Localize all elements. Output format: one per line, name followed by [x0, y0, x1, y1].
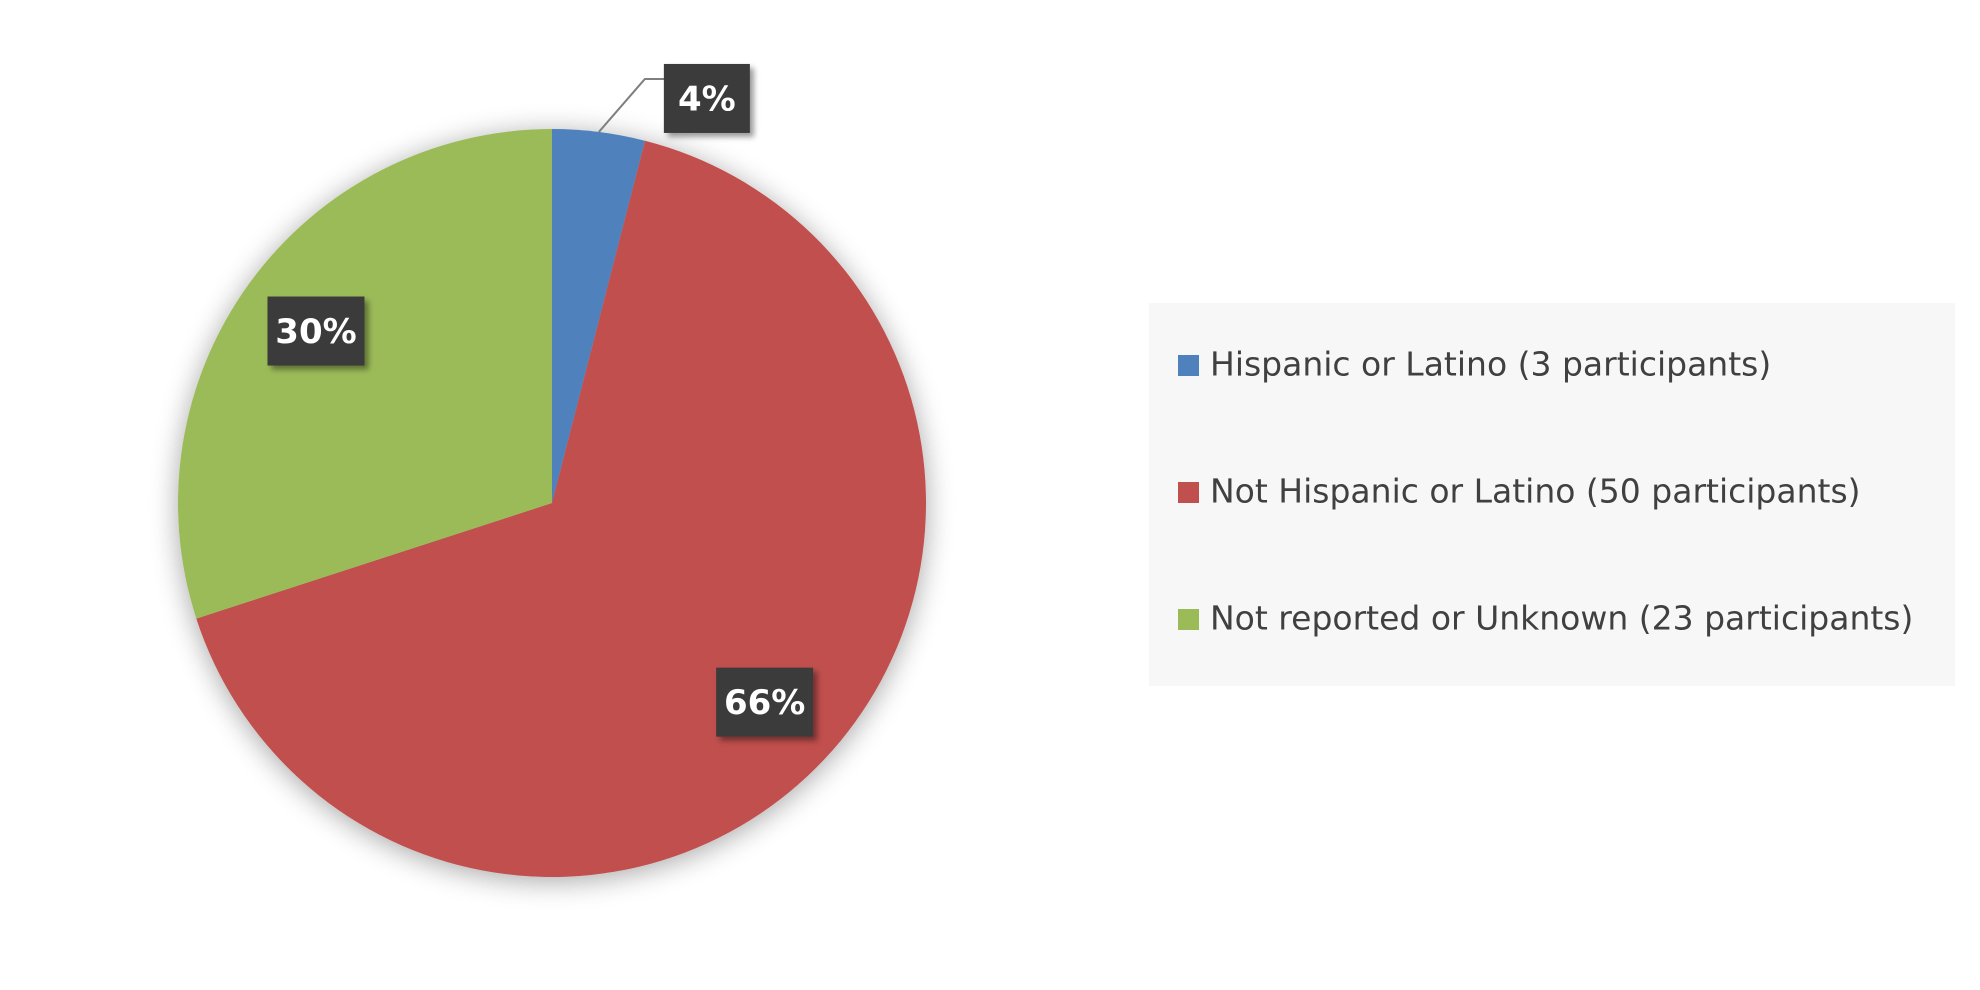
legend-label: Not reported or Unknown (23 participants… [1210, 599, 1913, 638]
data-label: 4% [678, 79, 736, 119]
legend-swatch [1178, 609, 1199, 630]
legend-label: Hispanic or Latino (3 participants) [1210, 345, 1771, 384]
legend: Hispanic or Latino (3 participants) Not H… [1178, 345, 1913, 638]
data-label: 30% [275, 312, 356, 352]
legend-swatch [1178, 482, 1199, 503]
pie-slice [552, 129, 646, 503]
data-labels: 4% 66% 30% [267, 63, 814, 737]
pie-slice [177, 129, 553, 619]
pie [177, 129, 926, 878]
leader-line [598, 77, 665, 133]
label-box [716, 667, 814, 737]
data-label: 66% [724, 683, 805, 723]
legend-swatch [1178, 355, 1199, 376]
legend-label: Not Hispanic or Latino (50 participants) [1210, 472, 1861, 511]
legend-box [1149, 303, 1955, 686]
label-box [663, 63, 750, 133]
label-box [267, 296, 365, 366]
